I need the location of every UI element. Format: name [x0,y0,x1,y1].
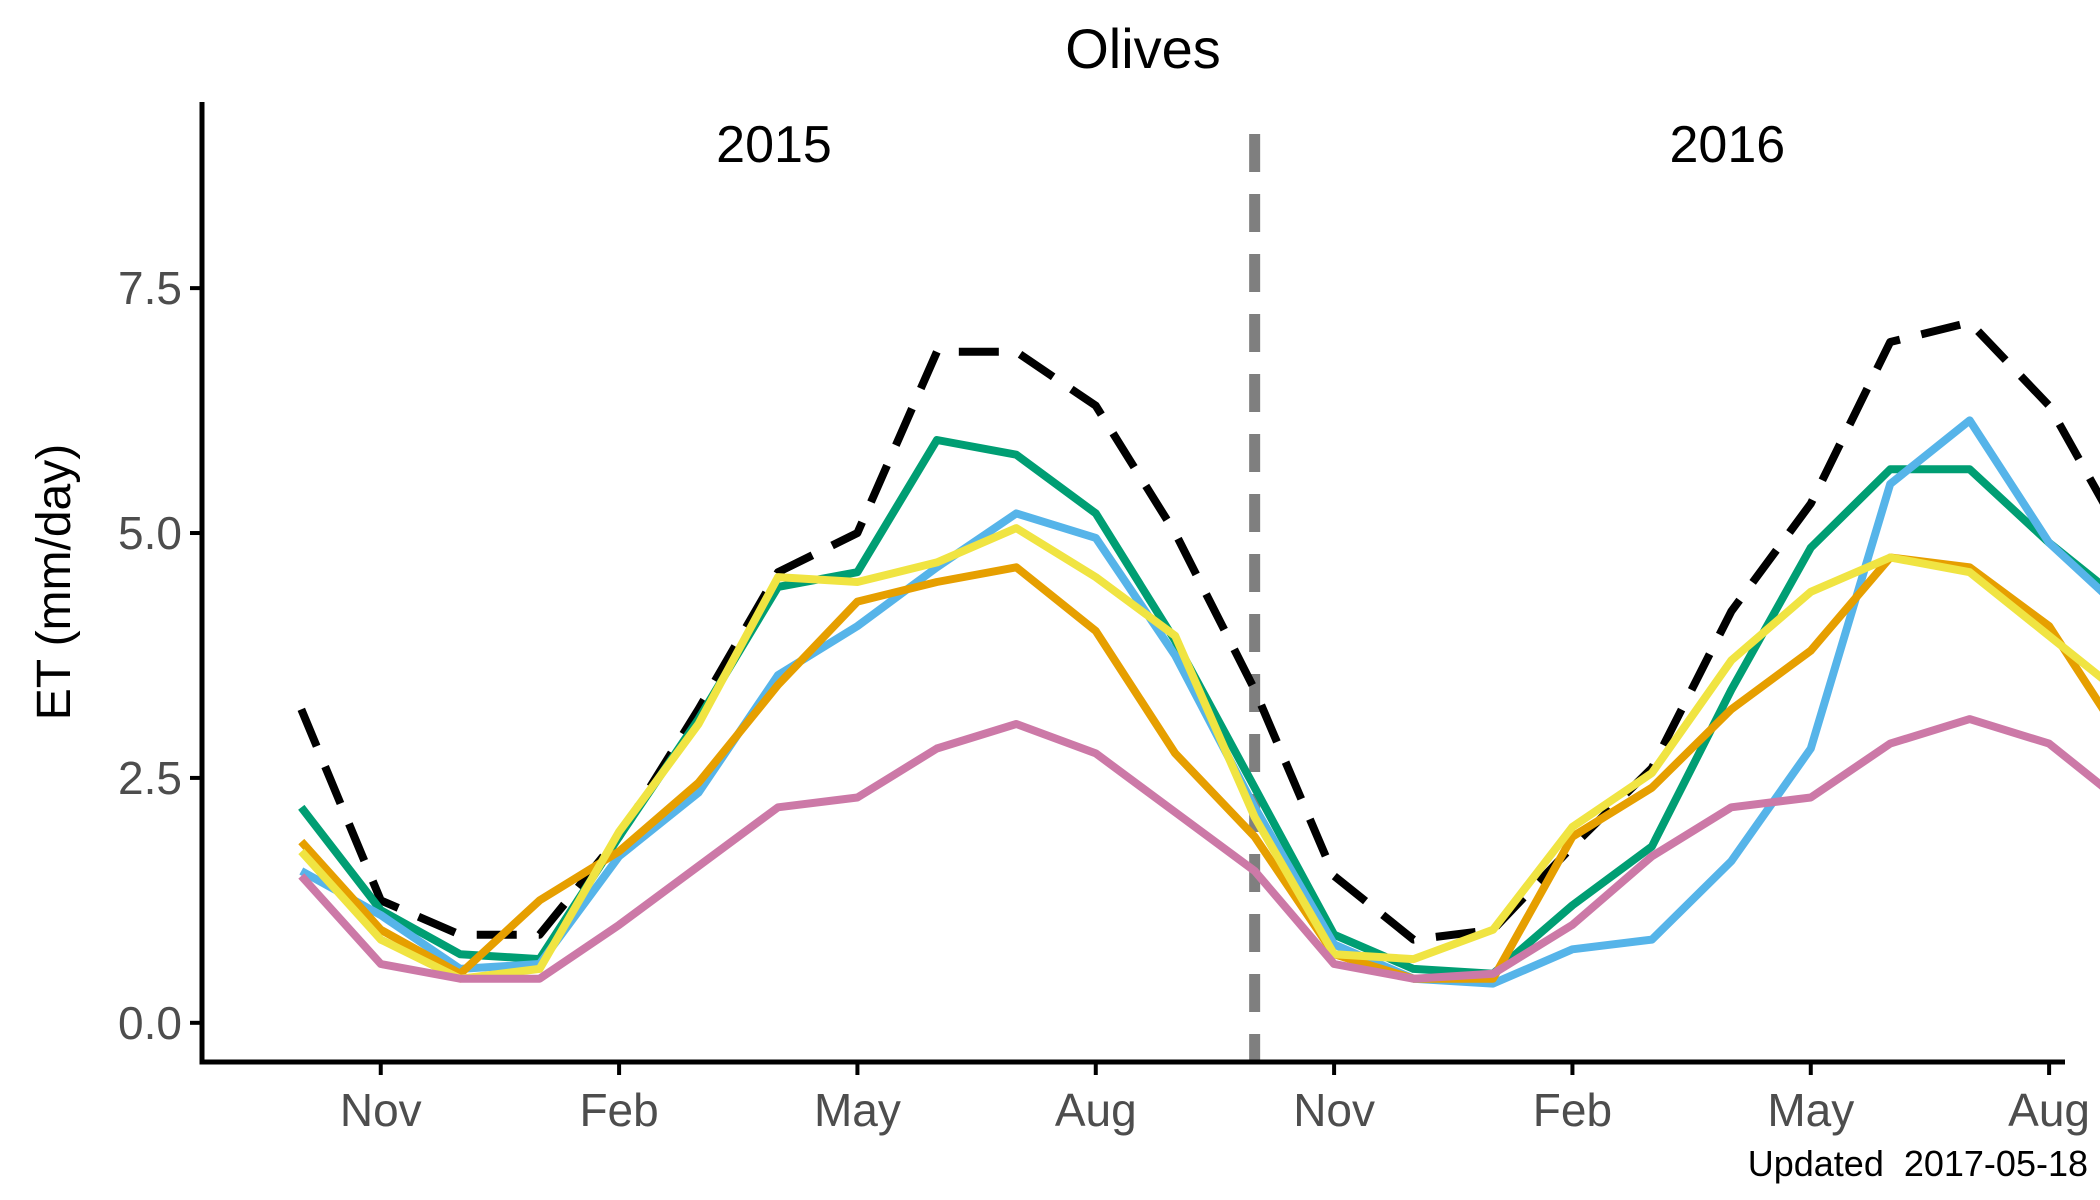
y-axis-title: ET (mm/day) [28,444,81,720]
x-ticks: Nov Feb May Aug Nov Feb May Aug [340,1062,2090,1136]
year-labels: 2015 2016 [716,116,1785,174]
x-tick-label: Nov [340,1084,422,1136]
updated-footnote: Updated 2017-05-18 [1748,1143,2088,1184]
series-line-reference [297,318,2100,944]
year-label-2015: 2015 [716,116,832,174]
x-tick-label: May [814,1084,901,1136]
x-tick-label: Aug [2008,1084,2090,1136]
year-label-2016: 2016 [1670,116,1786,174]
x-tick-label: Nov [1293,1084,1375,1136]
y-tick-label: 5.0 [118,507,182,559]
axes [199,102,2065,1065]
y-tick-label: 0.0 [118,997,182,1049]
y-tick-label: 2.5 [118,752,182,804]
x-tick-label: Aug [1055,1084,1137,1136]
y-ticks: 0.0 2.5 5.0 7.5 [118,262,202,1049]
chart-title: Olives [1065,17,1221,80]
x-tick-label: Feb [579,1084,658,1136]
series-layer [297,318,2100,988]
series-line-yellow [298,524,2100,983]
y-tick-label: 7.5 [118,262,182,314]
x-tick-label: Feb [1533,1084,1612,1136]
series-line-pink [298,715,2100,983]
x-tick-label: May [1767,1084,1854,1136]
